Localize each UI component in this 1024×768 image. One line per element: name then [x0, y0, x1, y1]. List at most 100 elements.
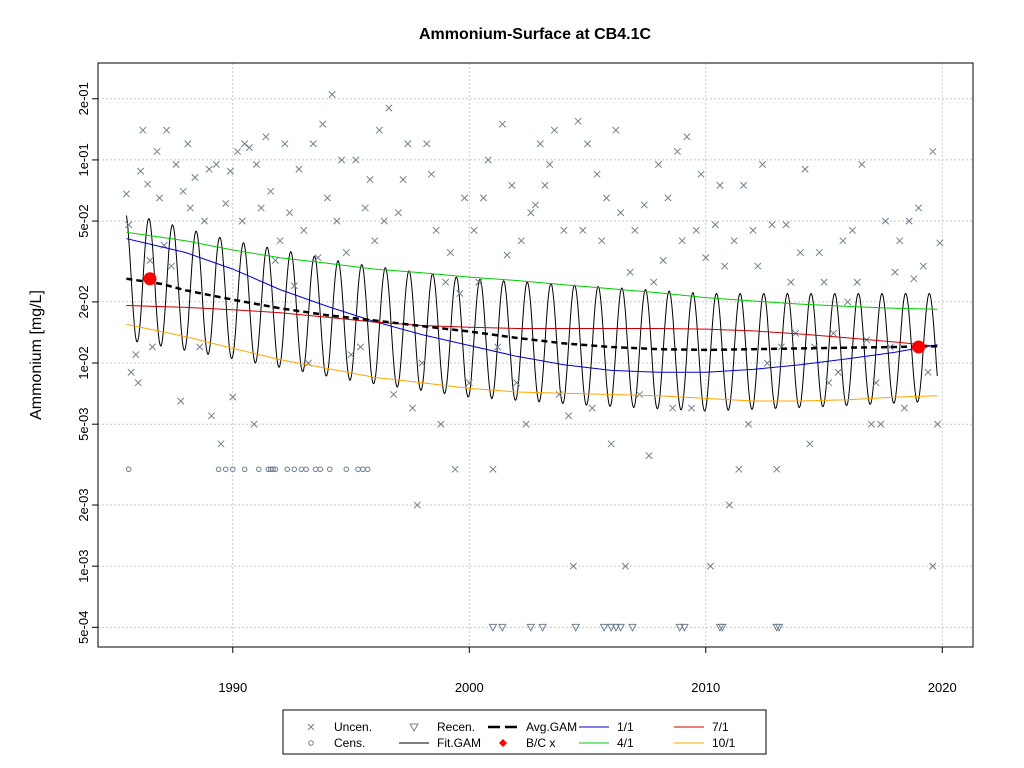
legend-label: Uncen. — [334, 720, 372, 734]
legend-label: Recen. — [437, 720, 475, 734]
uncensored-point — [132, 351, 140, 359]
uncensored-point — [475, 278, 483, 286]
uncensored-point — [122, 190, 130, 198]
uncensored-point — [207, 412, 216, 420]
chart-title: Ammonium-Surface at CB4.1C — [419, 26, 651, 43]
uncensored-point — [498, 120, 506, 128]
uncensored-point — [125, 221, 133, 229]
uncensored-point — [735, 465, 743, 473]
uncensored-point — [721, 262, 729, 270]
uncensored-point — [773, 465, 781, 473]
uncensored-point — [593, 170, 601, 178]
uncensored-point — [929, 147, 937, 156]
plot-frame — [97, 62, 974, 648]
uncensored-point — [226, 167, 234, 175]
grid — [98, 63, 973, 647]
uncensored-point — [338, 156, 346, 164]
uncensored-point — [494, 343, 502, 351]
uncensored-point — [503, 251, 511, 259]
uncensored-point — [555, 390, 563, 399]
uncensored-point — [375, 126, 383, 134]
uncensored-point — [347, 351, 355, 359]
uncensored-point — [896, 237, 904, 245]
uncensored-point — [461, 194, 469, 202]
uncensored-point — [517, 237, 525, 245]
uncensored-point — [155, 194, 164, 202]
curve-4-1 — [126, 231, 938, 310]
uncensored-point — [179, 187, 187, 195]
y-tick-label: 5e-03 — [76, 408, 91, 441]
uncensored-point — [356, 343, 365, 351]
uncensored-point — [399, 176, 407, 184]
uncensored-point — [241, 140, 249, 148]
uncensored-point — [484, 156, 492, 164]
censored-point — [364, 466, 371, 473]
uncensored-point — [527, 209, 535, 217]
y-tick-label: 1e-02 — [76, 346, 91, 379]
uncensored-point — [489, 465, 497, 473]
censored-point — [241, 466, 248, 473]
avg-gam-line — [126, 277, 938, 352]
uncensored-point — [281, 140, 289, 148]
uncensored-point — [252, 160, 260, 168]
bc-x-marker — [143, 272, 157, 286]
legend-circle-icon — [308, 740, 314, 746]
uncensored-point — [233, 147, 242, 156]
uncensored-point — [342, 248, 350, 257]
y-axis: 5e-04 1e-03 2e-03 5e-03 1e-02 2e-02 5e-02 1e-01… — [76, 82, 98, 644]
legend-item: B/C x — [499, 736, 555, 750]
legend-label: 4/1 — [617, 736, 634, 750]
uncensored-point — [191, 173, 199, 181]
bc-x-points — [143, 272, 926, 354]
legend-diamond-icon — [499, 739, 507, 747]
uncensored-point — [222, 199, 230, 208]
y-tick-label: 5e-02 — [76, 204, 91, 237]
uncensored-point — [744, 420, 752, 428]
data-points — [122, 90, 944, 632]
legend-item: Recen. — [409, 720, 475, 734]
censored-point — [125, 466, 132, 473]
x-tick-label: 2020 — [928, 680, 957, 695]
uncensored-point — [442, 278, 450, 286]
uncensored-point — [636, 390, 644, 399]
uncensored-point — [380, 217, 388, 225]
uncensored-point — [910, 275, 918, 283]
uncensored-point — [531, 201, 540, 209]
uncensored-point — [754, 262, 762, 270]
uncensored-point — [404, 140, 412, 148]
uncensored-point — [137, 167, 145, 175]
legend-label: Avg.GAM — [526, 720, 577, 734]
uncensored-point — [465, 379, 473, 387]
legend-item: Uncen. — [307, 720, 372, 734]
uncensored-point — [626, 268, 634, 276]
uncensored-point — [834, 368, 842, 376]
uncensored-point — [184, 140, 192, 148]
uncensored-point — [267, 187, 275, 195]
y-tick-label: 1e-03 — [76, 550, 91, 583]
uncensored-point — [900, 404, 908, 412]
recensored-point — [526, 623, 536, 632]
uncensored-point — [139, 126, 147, 134]
uncensored-point — [513, 379, 521, 387]
uncensored-point — [390, 390, 398, 399]
censored-point — [215, 466, 222, 473]
uncensored-point — [205, 165, 213, 173]
legend-item: Avg.GAM — [488, 720, 577, 734]
uncensored-point — [919, 262, 927, 270]
uncensored-point — [262, 133, 270, 141]
uncensored-point — [541, 181, 549, 189]
censored-point — [270, 466, 276, 473]
uncensored-point — [163, 126, 171, 134]
uncensored-point — [645, 452, 653, 460]
uncensored-point — [711, 221, 719, 229]
uncensored-point — [550, 126, 558, 134]
uncensored-point — [186, 204, 194, 212]
uncensored-point — [640, 201, 648, 209]
uncensored-point — [423, 140, 431, 148]
censored-point — [284, 466, 290, 473]
uncensored-point — [933, 420, 942, 428]
uncensored-point — [323, 194, 331, 202]
uncensored-point — [877, 420, 885, 428]
uncensored-point — [295, 165, 303, 173]
fit-gam-line — [125, 215, 938, 412]
